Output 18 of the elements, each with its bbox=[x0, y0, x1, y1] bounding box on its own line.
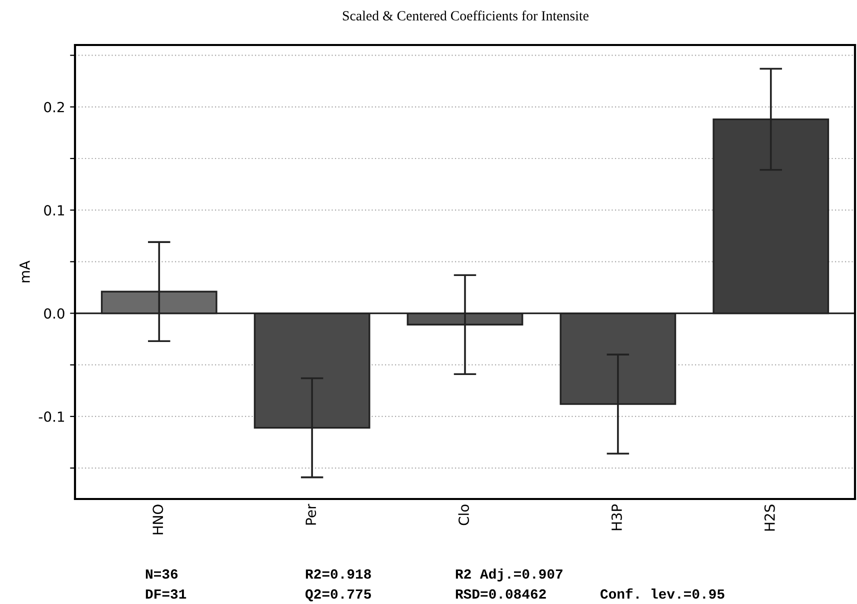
x-tick-label: Per bbox=[306, 504, 316, 525]
text: R2=0.918 bbox=[306, 569, 371, 579]
chart-title: Scaled & Centered Coefficients for Intensite bbox=[342, 10, 588, 20]
text: DF=31 bbox=[146, 589, 186, 599]
text: Q2=0.775 bbox=[305, 589, 371, 602]
text: R2 Adj.=0.907 bbox=[456, 568, 562, 582]
text: RSD=0.08462 bbox=[456, 589, 546, 599]
x-tick-label: H3P bbox=[611, 504, 622, 530]
x-tick-label: Clo bbox=[458, 504, 470, 526]
y-axis-title: mA bbox=[20, 260, 30, 282]
text: Conf. lev.=0.95 bbox=[600, 588, 724, 599]
y-tick-label: 0.0 bbox=[44, 308, 64, 319]
x-tick-label: H2S bbox=[764, 504, 775, 531]
x-tick-label: HNO bbox=[152, 504, 164, 534]
text: N=36 bbox=[146, 569, 178, 579]
y-tick-label: 0.1 bbox=[44, 205, 64, 216]
y-tick-label: -0.1 bbox=[38, 411, 64, 422]
y-tick-label: 0.2 bbox=[44, 102, 64, 112]
